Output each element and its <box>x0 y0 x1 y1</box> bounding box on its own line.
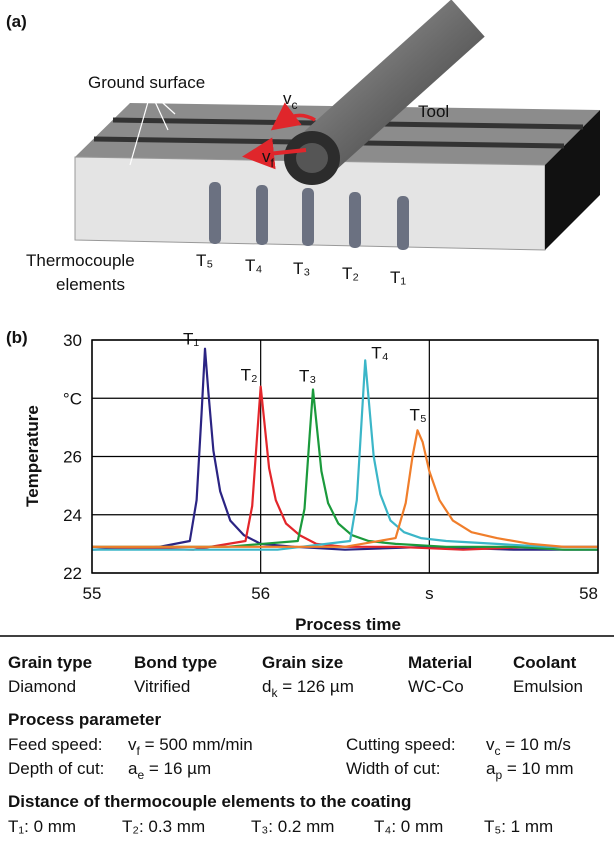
panel-label: (a) <box>6 12 27 31</box>
y-tick-label: 22 <box>63 564 82 583</box>
subscript: f <box>271 156 275 170</box>
thermocouples <box>209 182 409 250</box>
ground-surface-label: Ground surface <box>88 73 205 92</box>
subscript: c <box>495 744 501 758</box>
table-header: Material <box>408 653 472 672</box>
element-labels: T₅ T₄ T₃ T₂ T₁ <box>196 251 406 287</box>
y-tick-label: 30 <box>63 331 82 350</box>
feed-arrow <box>242 137 307 170</box>
element-label: T₃ <box>293 259 310 278</box>
series-line <box>92 347 598 551</box>
plot: 22 24 26 °C 30 55 56 s 58 T₁ T₂ T₃ T₄ T₅ <box>63 330 599 603</box>
subscript: p <box>495 768 502 782</box>
tool <box>295 0 485 177</box>
vc-label: vc <box>283 89 298 112</box>
block-end <box>545 110 600 250</box>
text-part: Diamond <box>8 677 76 696</box>
x-tick-label: 55 <box>83 584 102 603</box>
distance: T₁: 0 mm <box>8 817 76 836</box>
section-title: Process parameter <box>8 710 161 729</box>
tool-end <box>296 143 328 173</box>
element-label: T₄ <box>245 256 262 275</box>
table-header: Grain size <box>262 653 343 672</box>
text-part: = 10 m/s <box>501 735 571 754</box>
x-tick-label: 58 <box>579 584 598 603</box>
parameter-label: Cutting speed: <box>346 735 456 754</box>
table-cell: Vitrified <box>134 677 190 696</box>
pointer <box>129 94 151 166</box>
text-part: a <box>486 759 496 778</box>
series-label: T₅ <box>410 405 427 424</box>
parameter-table: Grain type Bond type Grain size Material Coo… <box>8 653 583 836</box>
section-title: Distance of thermocouple elements to the… <box>8 792 411 811</box>
x-axis-label: Process time <box>295 615 401 634</box>
text-part: Vitrified <box>134 677 190 696</box>
distance: T₂: 0.3 mm <box>122 817 205 836</box>
element-label: T₁ <box>390 268 406 287</box>
subscript: c <box>292 98 298 112</box>
panel-label: (b) <box>6 328 28 347</box>
series-label: T₂ <box>241 366 258 385</box>
subscript: f <box>137 744 141 758</box>
plot-frame <box>91 339 599 574</box>
series-lines <box>92 347 598 551</box>
x-tick-label: 56 <box>251 584 270 603</box>
distance: T₄: 0 mm <box>374 817 443 836</box>
text-part: Emulsion <box>513 677 583 696</box>
text-part: v <box>486 735 495 754</box>
thermocouple-label: Thermocouple <box>26 251 135 270</box>
series-line <box>92 359 598 551</box>
text-part: = 126 µm <box>277 677 353 696</box>
distance: T₅: 1 mm <box>484 817 553 836</box>
parameter-value: vc = 10 m/s <box>486 735 571 758</box>
pointer <box>151 94 169 131</box>
text-part: WC-Co <box>408 677 464 696</box>
table-cell: Diamond <box>8 677 76 696</box>
table-header: Coolant <box>513 653 577 672</box>
series-label: T₁ <box>183 330 199 349</box>
text-part: a <box>128 759 138 778</box>
series-line <box>92 385 598 551</box>
series-line <box>92 388 598 551</box>
table-cell: Emulsion <box>513 677 583 696</box>
tool-label: Tool <box>418 102 449 121</box>
parameter-label: Feed speed: <box>8 735 103 754</box>
subscript: e <box>137 768 144 782</box>
table-header: Bond type <box>134 653 217 672</box>
parameter-label: Width of cut: <box>346 759 440 778</box>
y-tick-label: 24 <box>63 506 82 525</box>
subscript: k <box>271 686 278 700</box>
parameter-value: vf = 500 mm/min <box>128 735 253 758</box>
rotation-arrow <box>270 102 316 131</box>
y-axis-label: Temperature <box>23 405 42 507</box>
x-tick-label: s <box>425 584 434 603</box>
parameter-value: ap = 10 mm <box>486 759 574 782</box>
pointer <box>153 94 176 115</box>
table-header: Grain type <box>8 653 92 672</box>
distance: T₃: 0.2 mm <box>251 817 334 836</box>
text-part: = 16 µm <box>144 759 211 778</box>
series-label: T₄ <box>371 343 388 362</box>
parameter-value: ae = 16 µm <box>128 759 211 782</box>
text-part: = 10 mm <box>502 759 573 778</box>
vf-label: vf <box>262 147 275 170</box>
element-label: T₅ <box>196 251 213 270</box>
thermocouple-label: elements <box>56 275 125 294</box>
element-label: T₂ <box>342 264 359 283</box>
text-part: v <box>262 147 271 166</box>
parameter-label: Depth of cut: <box>8 759 104 778</box>
y-tick-label: 26 <box>63 448 82 467</box>
text-part: v <box>128 735 137 754</box>
series-label: T₃ <box>299 367 316 386</box>
y-tick-label: °C <box>63 389 82 408</box>
text-part: = 500 mm/min <box>140 735 253 754</box>
table-cell: WC-Co <box>408 677 464 696</box>
text-part: d <box>262 677 271 696</box>
table-cell: dk = 126 µm <box>262 677 354 700</box>
text-part: v <box>283 89 292 108</box>
series-line <box>92 429 598 548</box>
